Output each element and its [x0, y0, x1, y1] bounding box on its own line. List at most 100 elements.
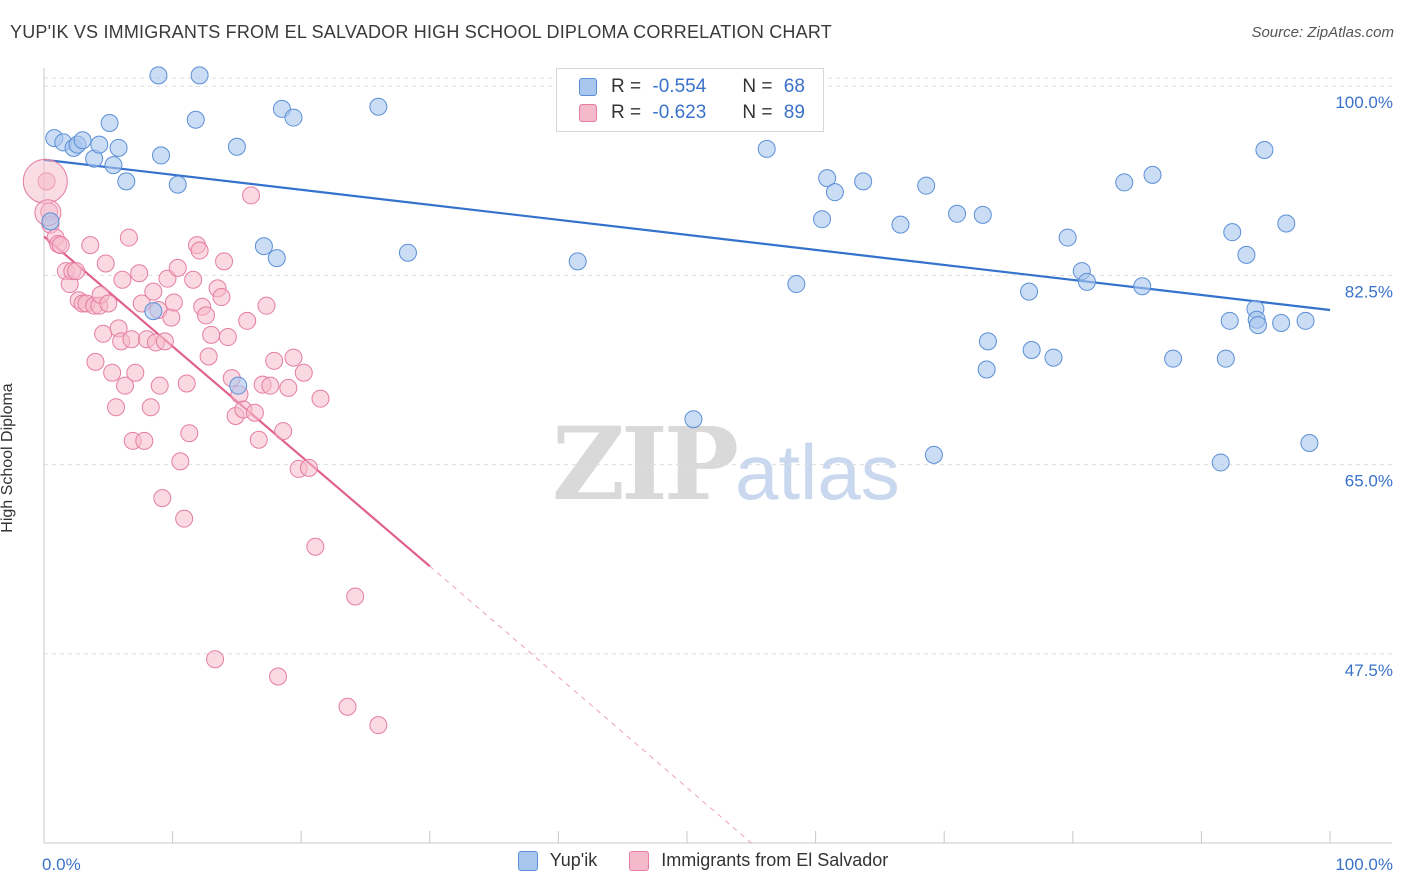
data-point-el-salvador	[81, 236, 100, 255]
data-point-yupik	[813, 210, 832, 229]
data-point-el-salvador	[135, 431, 154, 450]
legend-n-label: N =	[742, 102, 773, 123]
data-point-yupik	[1022, 341, 1041, 360]
series-legend-swatch-pink	[629, 850, 650, 871]
data-point-el-salvador	[144, 282, 163, 301]
data-point-yupik	[100, 113, 119, 132]
data-point-yupik	[152, 146, 171, 165]
legend-swatch-pink	[579, 104, 597, 122]
legend-swatch-blue	[579, 78, 597, 96]
series-legend: Yup'ik Immigrants from El Salvador	[0, 850, 1406, 871]
data-point-el-salvador	[369, 716, 388, 735]
data-point-el-salvador	[346, 587, 365, 606]
data-point-el-salvador	[126, 363, 145, 382]
data-point-el-salvador	[96, 254, 115, 273]
data-point-el-salvador	[306, 537, 325, 556]
data-point-yupik	[168, 175, 187, 194]
data-point-el-salvador	[249, 430, 268, 449]
legend-r-value: -0.554	[652, 76, 707, 97]
data-point-yupik	[104, 156, 123, 175]
data-point-el-salvador	[168, 258, 187, 277]
series-legend-label: Yup'ik	[549, 850, 598, 870]
watermark-atlas: atlas	[734, 428, 900, 516]
source-credit: Source: ZipAtlas.com	[1251, 24, 1394, 41]
data-point-el-salvador	[103, 363, 122, 382]
data-point-yupik	[73, 131, 92, 150]
data-point-el-salvador	[86, 352, 105, 371]
y-tick-labels: 47.5% 65.0% 82.5% 100.0%	[1335, 93, 1393, 680]
data-point-yupik	[973, 205, 992, 224]
data-point-el-salvador	[175, 509, 194, 528]
grid-lines	[44, 77, 1392, 655]
legend-n-label: N =	[742, 76, 773, 97]
data-point-yupik	[284, 108, 303, 127]
data-point-yupik	[818, 169, 837, 188]
data-point-yupik	[1133, 277, 1152, 296]
data-point-el-salvador	[67, 262, 86, 281]
data-point-yupik	[1255, 141, 1274, 160]
data-point-el-salvador	[269, 667, 288, 686]
series-legend-el-salvador: Immigrants from El Salvador	[629, 850, 888, 871]
data-point-yupik	[977, 360, 996, 379]
series-legend-label: Immigrants from El Salvador	[661, 850, 889, 870]
data-point-yupik	[1077, 272, 1096, 291]
y-tick-label: 82.5%	[1345, 282, 1393, 301]
data-point-el-salvador	[242, 186, 261, 205]
data-point-yupik	[684, 410, 703, 429]
data-point-el-salvador	[212, 288, 231, 307]
data-point-yupik	[1237, 245, 1256, 264]
legend-r-label: R =	[611, 102, 642, 123]
data-point-yupik	[109, 138, 128, 157]
data-point-el-salvador	[130, 264, 149, 283]
data-point-el-salvador	[338, 697, 357, 716]
legend-r-label: R =	[611, 76, 642, 97]
series-immigrants-el-salvador	[22, 158, 388, 735]
data-point-el-salvador	[162, 308, 181, 327]
watermark: ZIPatlas	[552, 405, 900, 523]
data-point-el-salvador	[99, 294, 118, 313]
y-tick-label: 47.5%	[1345, 661, 1393, 680]
data-point-el-salvador	[177, 374, 196, 393]
data-point-yupik	[1115, 173, 1134, 192]
data-point-yupik	[1272, 313, 1291, 332]
data-point-el-salvador	[197, 306, 216, 325]
data-point-yupik	[854, 172, 873, 191]
x-tick-label: 100.0%	[1335, 855, 1393, 874]
data-point-el-salvador	[199, 347, 218, 366]
data-point-yupik	[825, 183, 844, 202]
data-point-yupik	[1020, 282, 1039, 301]
data-point-el-salvador	[265, 351, 284, 370]
data-point-el-salvador	[261, 376, 280, 395]
y-tick-label: 65.0%	[1345, 472, 1393, 491]
data-point-yupik	[568, 252, 587, 271]
series-yupik	[41, 66, 1319, 472]
data-point-el-salvador	[257, 296, 276, 315]
data-point-el-salvador	[171, 452, 190, 471]
x-tick-label: 0.0%	[42, 855, 81, 874]
data-point-el-salvador	[299, 458, 318, 477]
x-tick-labels: 0.0% 100.0%	[42, 855, 1393, 874]
data-point-yupik	[1143, 165, 1162, 184]
watermark-zip: ZIP	[552, 405, 739, 523]
data-point-yupik	[149, 66, 168, 85]
legend-r-value: -0.623	[652, 102, 707, 123]
data-point-yupik	[1058, 228, 1077, 247]
data-point-yupik	[1220, 311, 1239, 330]
data-point-yupik	[1223, 223, 1242, 242]
data-point-el-salvador	[279, 378, 298, 397]
data-point-el-salvador	[238, 311, 257, 330]
data-point-yupik	[1296, 311, 1315, 330]
data-point-yupik	[891, 215, 910, 234]
data-point-yupik	[254, 237, 273, 256]
data-point-yupik	[144, 302, 163, 321]
data-point-yupik	[117, 172, 136, 191]
data-point-el-salvador	[284, 348, 303, 367]
series-legend-yupik: Yup'ik	[517, 850, 598, 871]
data-point-yupik	[190, 66, 209, 85]
data-point-yupik	[787, 275, 806, 294]
data-point-el-salvador	[107, 398, 126, 417]
data-point-el-salvador	[164, 293, 183, 312]
data-point-yupik	[757, 139, 776, 158]
data-point-yupik	[1216, 349, 1235, 368]
